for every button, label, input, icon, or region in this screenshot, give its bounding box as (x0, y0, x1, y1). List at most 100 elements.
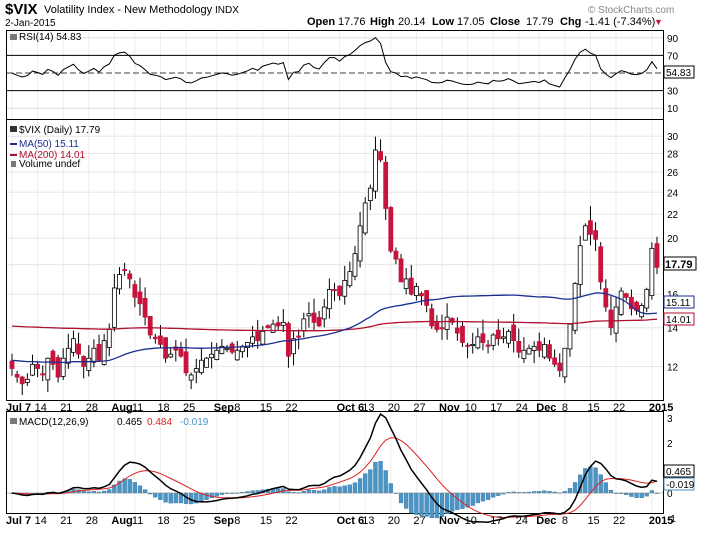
candle-down (388, 207, 394, 252)
x-axis-label: 20 (388, 402, 400, 414)
x-axis-label: 25 (183, 515, 195, 527)
x-axis-label: 28 (86, 515, 98, 527)
candle-down (55, 357, 61, 378)
candle-down (40, 373, 46, 376)
high-value: 20.14 (398, 16, 426, 28)
candle-up (321, 306, 327, 320)
candle-down (142, 297, 148, 318)
macd-histogram-bar (593, 467, 598, 494)
candle-up (490, 334, 496, 346)
macd-histogram-bar (404, 492, 409, 509)
candle-down (255, 330, 261, 342)
candle-up (582, 225, 588, 241)
macd-histogram-bar (629, 492, 634, 497)
macd-histogram-bar (644, 492, 649, 497)
candle-up (347, 271, 353, 287)
candle-up (649, 247, 655, 296)
x-axis-label: 21 (60, 402, 72, 414)
close-value: 17.79 (526, 16, 554, 28)
x-axis-label: 18 (157, 402, 169, 414)
x-axis-label: Sep (214, 515, 234, 527)
macd-histogram-bar (460, 492, 465, 509)
x-axis-label: 24 (516, 515, 528, 527)
macd-histogram-bar (475, 492, 480, 504)
macd-histogram-bar (419, 492, 424, 516)
rsi-layer (7, 37, 663, 109)
ma50-value-box-frame (663, 295, 695, 309)
x-axis-label: 27 (413, 515, 425, 527)
candle-down (152, 336, 158, 340)
x-axis-label: 11 (132, 402, 143, 414)
macd-histogram-bar (378, 461, 383, 494)
close-label: Close (490, 16, 520, 28)
candle-down (552, 357, 558, 365)
x-axis-label: Aug (111, 515, 132, 527)
candle-up (618, 290, 624, 315)
candle-up (562, 347, 568, 378)
candle-up (373, 149, 378, 192)
candle-up (270, 323, 276, 333)
macd-histogram-bar (567, 488, 573, 494)
macd-legend-swatch (10, 418, 17, 424)
hist-value-box-frame (663, 477, 695, 491)
candle-down (465, 344, 470, 347)
candle-up (577, 245, 583, 285)
x-axis-label: 27 (413, 402, 425, 414)
candle-up (403, 278, 409, 290)
rsi-legend-swatch (10, 34, 17, 40)
macd-legend-hist: -0.019 (180, 417, 209, 428)
macd-histogram-bar (357, 478, 363, 494)
ma50-line (11, 292, 658, 364)
macd-histogram-bar (209, 492, 214, 499)
candle-up (65, 347, 71, 364)
rsi-value-box-label: 54.83 (666, 68, 691, 79)
candle-down (229, 343, 235, 353)
candle-down (460, 325, 465, 343)
chg-label: Chg (560, 16, 581, 28)
candle-down (398, 258, 404, 283)
x-axis-label: 8 (234, 515, 240, 527)
macd-histogram-bar (327, 487, 332, 494)
ma50-legend-label: MA(50) 15.11 (19, 139, 79, 150)
x-axis-label: Jul 7 (6, 402, 31, 414)
macd-tick-label: -1 (667, 514, 676, 525)
macd-histogram-bar (306, 489, 312, 494)
macd-legend-signal: 0.484 (147, 417, 172, 428)
x-axis-label: 14 (35, 515, 47, 527)
macd-histogram-bar (608, 489, 614, 494)
ma200-legend-label: MA(200) 14.01 (19, 150, 86, 161)
macd-histogram-bar (542, 490, 547, 494)
hist-value-box-label: -0.019 (666, 480, 695, 491)
x-axis-label: 2015 (649, 515, 673, 527)
x-axis-label: Oct 6 (337, 402, 365, 414)
x-axis-label: Aug (111, 402, 132, 414)
x-axis-label: 14 (35, 402, 47, 414)
macd-value-box: 0.465 (663, 464, 695, 478)
candle-down (127, 273, 133, 280)
x-axis-label: 17 (490, 515, 502, 527)
ma200-value-box: 14.01 (663, 312, 695, 326)
price-tick-label: 22 (667, 210, 679, 221)
candle-down (485, 344, 491, 347)
candle-up (199, 359, 204, 374)
candle-up (280, 321, 286, 326)
macd-legend-prefix: MACD(12,26,9) (19, 417, 88, 428)
candle-up (644, 289, 650, 309)
candle-down (311, 312, 317, 323)
candle-down (173, 346, 179, 351)
candle-down (316, 317, 322, 327)
candle-up (526, 347, 532, 355)
last-price-box: 17.79 (663, 256, 697, 271)
rsi-legend: RSI(14) 54.83 (19, 32, 82, 43)
x-axis-label: 15 (260, 402, 272, 414)
candle-up (506, 330, 511, 344)
candle-up (60, 357, 66, 377)
candle-up (352, 253, 358, 277)
candle-up (188, 374, 194, 381)
macd-histogram-bar (214, 492, 219, 497)
macd-histogram-bar (572, 482, 578, 494)
last-price-box-label: 17.79 (665, 259, 693, 271)
candle-up (357, 225, 363, 262)
candle-down (623, 293, 629, 298)
